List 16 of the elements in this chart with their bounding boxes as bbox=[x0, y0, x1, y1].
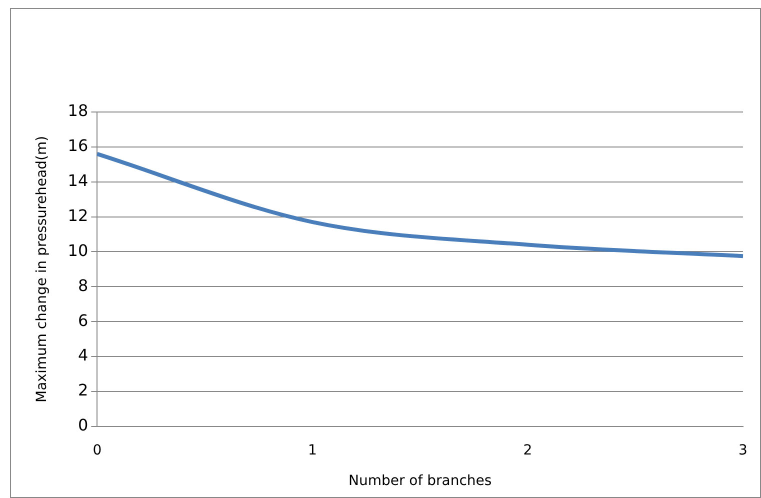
y-tick-label: 6 bbox=[78, 310, 88, 330]
y-tick-label: 14 bbox=[68, 171, 88, 190]
x-axis-title: Number of branches bbox=[348, 473, 492, 490]
y-tick-label: 8 bbox=[78, 276, 88, 295]
x-tick-label: 0 bbox=[92, 442, 102, 458]
y-tick-label: 4 bbox=[78, 346, 88, 365]
y-axis-title: Maximum change in pressurehead(m) bbox=[34, 136, 50, 403]
y-tick-label: 12 bbox=[68, 206, 88, 225]
x-tick-label: 2 bbox=[523, 442, 532, 458]
y-tick-label: 16 bbox=[68, 136, 88, 156]
y-tick-label: 2 bbox=[78, 380, 88, 400]
y-tick-label: 0 bbox=[78, 416, 88, 435]
x-tick-label: 1 bbox=[308, 442, 317, 458]
x-tick-label: 3 bbox=[738, 442, 748, 458]
y-tick-label: 18 bbox=[68, 101, 88, 120]
y-tick-label: 10 bbox=[68, 240, 88, 260]
